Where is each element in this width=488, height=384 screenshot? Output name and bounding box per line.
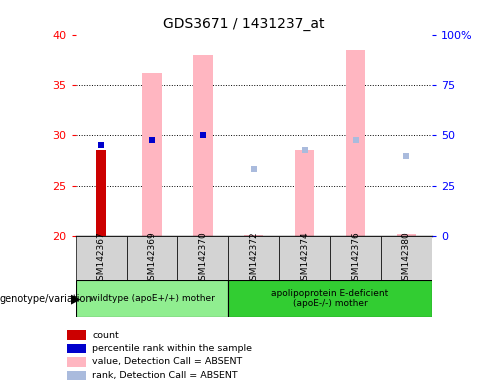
Bar [67, 357, 86, 367]
Bar [76, 236, 126, 280]
Text: rank, Detection Call = ABSENT: rank, Detection Call = ABSENT [92, 371, 238, 380]
Bar [67, 330, 86, 340]
Text: apolipoprotein E-deficient
(apoE-/-) mother: apolipoprotein E-deficient (apoE-/-) mot… [271, 289, 389, 308]
Text: GSM142376: GSM142376 [351, 231, 360, 286]
Bar [346, 50, 365, 236]
Text: GDS3671 / 1431237_at: GDS3671 / 1431237_at [163, 17, 325, 31]
Text: value, Detection Call = ABSENT: value, Detection Call = ABSENT [92, 358, 243, 366]
Text: count: count [92, 331, 119, 339]
Bar [193, 55, 213, 236]
Text: GSM142370: GSM142370 [198, 231, 207, 286]
Bar [244, 235, 264, 236]
Bar [142, 73, 162, 236]
Bar [330, 236, 381, 280]
Text: GSM142372: GSM142372 [249, 231, 258, 286]
Bar [295, 151, 314, 236]
Bar [76, 280, 228, 317]
Text: GSM142367: GSM142367 [97, 231, 105, 286]
Text: wildtype (apoE+/+) mother: wildtype (apoE+/+) mother [89, 294, 214, 303]
Bar [126, 236, 178, 280]
Bar [397, 234, 416, 236]
Bar [67, 371, 86, 380]
Text: GSM142374: GSM142374 [300, 231, 309, 286]
Bar [381, 236, 432, 280]
Text: ▶: ▶ [71, 292, 81, 305]
Bar [228, 280, 432, 317]
Bar [228, 236, 279, 280]
Text: GSM142369: GSM142369 [147, 231, 157, 286]
Bar [67, 344, 86, 353]
Text: percentile rank within the sample: percentile rank within the sample [92, 344, 252, 353]
Bar [178, 236, 228, 280]
Text: genotype/variation: genotype/variation [0, 293, 93, 304]
Bar [96, 151, 106, 236]
Bar [279, 236, 330, 280]
Text: GSM142380: GSM142380 [402, 231, 411, 286]
